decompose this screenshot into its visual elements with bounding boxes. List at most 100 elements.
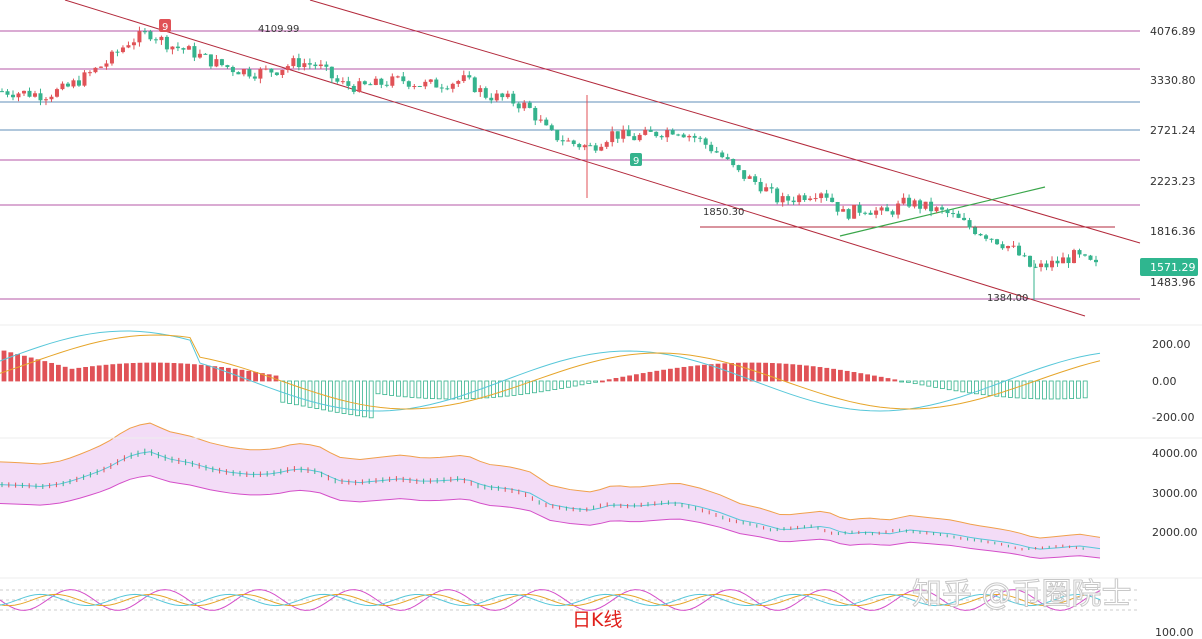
candle-body	[758, 181, 763, 192]
macd-histogram-bar	[831, 368, 836, 382]
macd-histogram-bar	[933, 380, 938, 388]
td-marker-green	[630, 153, 642, 166]
candle-body	[384, 84, 389, 86]
macd-histogram-bar	[157, 362, 163, 382]
macd-histogram-bar	[518, 380, 524, 395]
candle-body	[181, 48, 186, 50]
candle-body	[753, 176, 758, 182]
candle-body	[659, 136, 664, 138]
candle-body	[599, 146, 604, 151]
macd-histogram-bar	[69, 368, 75, 382]
macd-histogram-bar	[586, 380, 592, 384]
macd-histogram-bar	[797, 364, 802, 382]
candle-body	[643, 129, 648, 135]
macd-histogram-bar	[559, 380, 564, 389]
candle-body	[1017, 245, 1022, 256]
bollinger-panel: 4000.00 3000.00 2000.00	[0, 422, 1198, 559]
macd-histogram-bar	[130, 363, 136, 382]
candle-body	[318, 64, 323, 67]
candle-body	[885, 207, 890, 212]
candle-body	[192, 46, 197, 58]
candle-body	[967, 220, 972, 228]
candle-body	[390, 76, 395, 86]
macd-histogram-bar	[287, 380, 293, 404]
high-annotation: 4109.99	[258, 24, 299, 35]
macd-histogram-bar	[314, 380, 320, 409]
candle-body	[1022, 255, 1027, 257]
candle-body	[159, 36, 164, 41]
candle-body	[170, 46, 175, 50]
macd-histogram-bar	[198, 364, 204, 382]
candle-body	[16, 93, 21, 98]
macd-histogram-bar	[763, 362, 768, 382]
candle-body	[962, 217, 967, 221]
macd-histogram-bar	[722, 363, 728, 382]
candle-body	[49, 96, 54, 100]
macd-histogram-bar	[35, 359, 41, 382]
candle-body	[175, 46, 180, 49]
macd-histogram-bar	[1042, 380, 1047, 400]
macd-histogram-bar	[1, 350, 7, 382]
candle-body	[296, 58, 301, 68]
candle-body	[21, 90, 26, 94]
macd-histogram-bar	[110, 364, 116, 382]
macd-histogram-bar	[491, 380, 497, 398]
macd-histogram-bar	[191, 364, 197, 382]
boll-mid	[0, 451, 1101, 550]
macd-histogram-bar	[307, 380, 313, 408]
candle-body	[1094, 259, 1098, 263]
candle-body	[676, 134, 681, 136]
candle-body	[362, 81, 367, 85]
macd-histogram-bar	[137, 362, 143, 382]
macd-histogram-bar	[382, 380, 388, 396]
macd-histogram-bar	[76, 367, 82, 382]
candle-body	[956, 213, 961, 218]
candle-body	[274, 72, 279, 75]
candle-body	[626, 129, 631, 137]
candle-body	[247, 69, 252, 77]
candle-body	[126, 45, 131, 48]
macd-histogram-bar	[844, 370, 850, 382]
candle-body	[698, 137, 703, 139]
candle-body	[824, 193, 829, 198]
macd-histogram-bar	[885, 378, 891, 382]
macd-histogram-bar	[987, 380, 993, 396]
macd-histogram-bar	[926, 380, 932, 387]
macd-histogram-bar	[1082, 380, 1088, 399]
td-marker-red-label: 9	[162, 22, 168, 33]
candle-body	[197, 53, 202, 58]
watermark: 知乎 @币圈院士	[912, 577, 1132, 612]
macd-line	[0, 330, 1101, 412]
macd-histogram-bar	[56, 364, 61, 382]
candle-body	[1033, 266, 1038, 268]
candle-body	[445, 88, 450, 90]
candle-body	[819, 193, 824, 199]
macd-histogram-bar	[946, 380, 952, 391]
macd-histogram-bar	[906, 380, 911, 383]
macd-histogram-bar	[654, 370, 660, 382]
candle-body	[566, 140, 571, 142]
candle-body	[1066, 257, 1071, 264]
macd-histogram-bar	[402, 380, 408, 398]
macd-histogram-bar	[497, 380, 503, 398]
candle-body	[1055, 260, 1060, 264]
candle-body	[82, 72, 87, 86]
price-axis: 4076.89 3330.80 2721.24 2223.23 1816.36 1483.…	[1140, 25, 1198, 289]
candle-body	[203, 53, 208, 55]
candle-body	[747, 176, 752, 179]
candle-body	[808, 198, 813, 200]
candle-body	[236, 72, 241, 75]
candle-body	[995, 239, 1000, 245]
candle-body	[1028, 255, 1033, 267]
candle-body	[142, 31, 147, 33]
candle-body	[555, 129, 560, 141]
candle-body	[951, 213, 956, 215]
price-tick-label: 1816.36	[1150, 225, 1196, 238]
candle-body	[665, 130, 670, 138]
macd-histogram-bar	[1062, 380, 1068, 400]
rsi-tick-label: 100.00	[1155, 626, 1194, 639]
rsi-line	[0, 593, 1101, 607]
candle-body	[973, 227, 978, 235]
price-tick-label: 2721.24	[1150, 124, 1196, 137]
candle-body	[1072, 250, 1077, 264]
